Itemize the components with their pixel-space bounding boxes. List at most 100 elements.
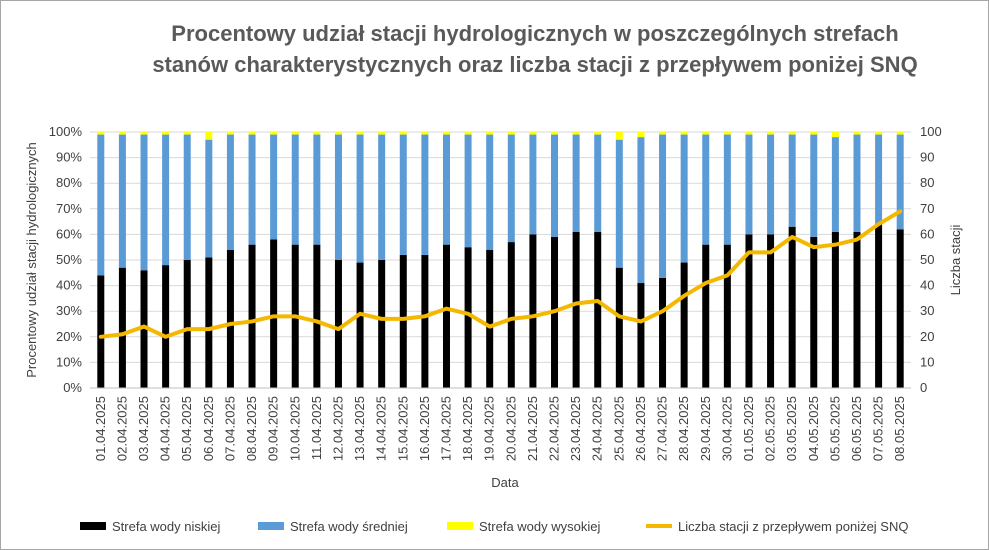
bar-low: [788, 226, 796, 388]
bar-mid: [875, 134, 883, 225]
bar-high: [205, 132, 213, 140]
x-tick-label: 30.04.2025: [719, 396, 734, 461]
y2-axis-label: Liczba stacji: [948, 224, 963, 295]
bar-high: [702, 132, 710, 135]
bar-mid: [183, 134, 191, 260]
bar-low: [97, 275, 105, 388]
bar-high: [399, 132, 407, 135]
bar-mid: [507, 134, 515, 243]
bar-mid: [572, 134, 580, 232]
bar-mid: [551, 134, 559, 237]
bar-high: [118, 132, 126, 135]
y-axis-label: Procentowy udział stacji hydrologicznych: [24, 142, 39, 378]
bar-high: [464, 132, 472, 135]
y-tick-label: 50%: [56, 252, 82, 267]
bar-low: [702, 244, 710, 388]
x-tick-label: 03.04.2025: [136, 396, 151, 461]
x-tick-label: 22.04.2025: [547, 396, 562, 461]
bar-low: [615, 267, 623, 388]
bar-low: [270, 239, 278, 388]
bar-low: [723, 244, 731, 388]
bar-mid: [680, 134, 688, 263]
bar-low: [680, 262, 688, 388]
x-tick-label: 02.05.2025: [763, 396, 778, 461]
bar-high: [767, 132, 775, 135]
y2-tick-label: 0: [920, 380, 927, 395]
bar-low: [421, 254, 429, 388]
y2-tick-label: 70: [920, 201, 934, 216]
y2-tick-label: 100: [920, 124, 942, 139]
bar-low: [896, 229, 904, 388]
x-tick-label: 08.04.2025: [244, 396, 259, 461]
bar-low: [810, 236, 818, 388]
bar-low: [334, 260, 342, 388]
bar-mid: [356, 134, 364, 263]
bar-mid: [788, 134, 796, 227]
x-tick-label: 24.04.2025: [590, 396, 605, 461]
x-tick-label: 27.04.2025: [655, 396, 670, 461]
x-tick-label: 09.04.2025: [266, 396, 281, 461]
bar-low: [205, 257, 213, 388]
bar-low: [659, 277, 667, 388]
x-tick-label: 20.04.2025: [503, 396, 518, 461]
bar-high: [313, 132, 321, 135]
bar-high: [334, 132, 342, 135]
bar-mid: [896, 134, 904, 230]
bar-mid: [615, 139, 623, 268]
bar-mid: [334, 134, 342, 260]
bar-mid: [118, 134, 126, 268]
bar-mid: [226, 134, 234, 250]
bar-mid: [723, 134, 731, 245]
bar-high: [226, 132, 234, 135]
bar-low: [140, 270, 148, 388]
x-tick-label: 03.05.2025: [784, 396, 799, 461]
x-tick-label: 05.04.2025: [179, 396, 194, 461]
bar-high: [810, 132, 818, 135]
legend-swatch-low: [80, 522, 106, 530]
bar-high: [594, 132, 602, 135]
bar-mid: [637, 137, 645, 284]
bar-high: [162, 132, 170, 135]
bar-low: [529, 234, 537, 388]
legend-item-snq: Liczba stacji z przepływem poniżej SNQ: [646, 515, 908, 537]
y-tick-label: 80%: [56, 175, 82, 190]
bar-low: [767, 234, 775, 388]
bar-low: [486, 249, 494, 388]
x-tick-label: 16.04.2025: [417, 396, 432, 461]
bar-low: [831, 231, 839, 388]
bar-low: [637, 283, 645, 388]
bar-mid: [810, 134, 818, 237]
bar-high: [248, 132, 256, 135]
bar-high: [270, 132, 278, 135]
y2-tick-label: 60: [920, 226, 934, 241]
x-tick-label: 26.04.2025: [633, 396, 648, 461]
x-tick-label: 21.04.2025: [525, 396, 540, 461]
bar-high: [529, 132, 537, 135]
bar-mid: [140, 134, 148, 271]
x-tick-label: 17.04.2025: [438, 396, 453, 461]
bar-high: [140, 132, 148, 135]
bar-low: [464, 247, 472, 388]
y2-tick-label: 10: [920, 354, 934, 369]
x-tick-label: 08.05.2025: [892, 396, 907, 461]
x-tick-label: 28.04.2025: [676, 396, 691, 461]
bar-low: [594, 231, 602, 388]
bar-mid: [162, 134, 170, 266]
bar-mid: [745, 134, 753, 235]
chart-title: Procentowy udział stacji hydrologicznych…: [152, 21, 918, 77]
bar-high: [853, 132, 861, 135]
bar-high: [723, 132, 731, 135]
y2-tick-label: 20: [920, 329, 934, 344]
bar-mid: [767, 134, 775, 235]
legend-swatch-high: [447, 522, 473, 530]
legend-swatch-mid: [258, 522, 284, 530]
bar-high: [97, 132, 105, 135]
legend-label-mid: Strefa wody średniej: [290, 518, 408, 534]
bar-low: [162, 265, 170, 388]
bar-mid: [486, 134, 494, 250]
y-tick-label: 100%: [49, 124, 83, 139]
legend-item-high: Strefa wody wysokiej: [447, 515, 600, 537]
bar-high: [356, 132, 364, 135]
snq-line: [98, 209, 903, 339]
